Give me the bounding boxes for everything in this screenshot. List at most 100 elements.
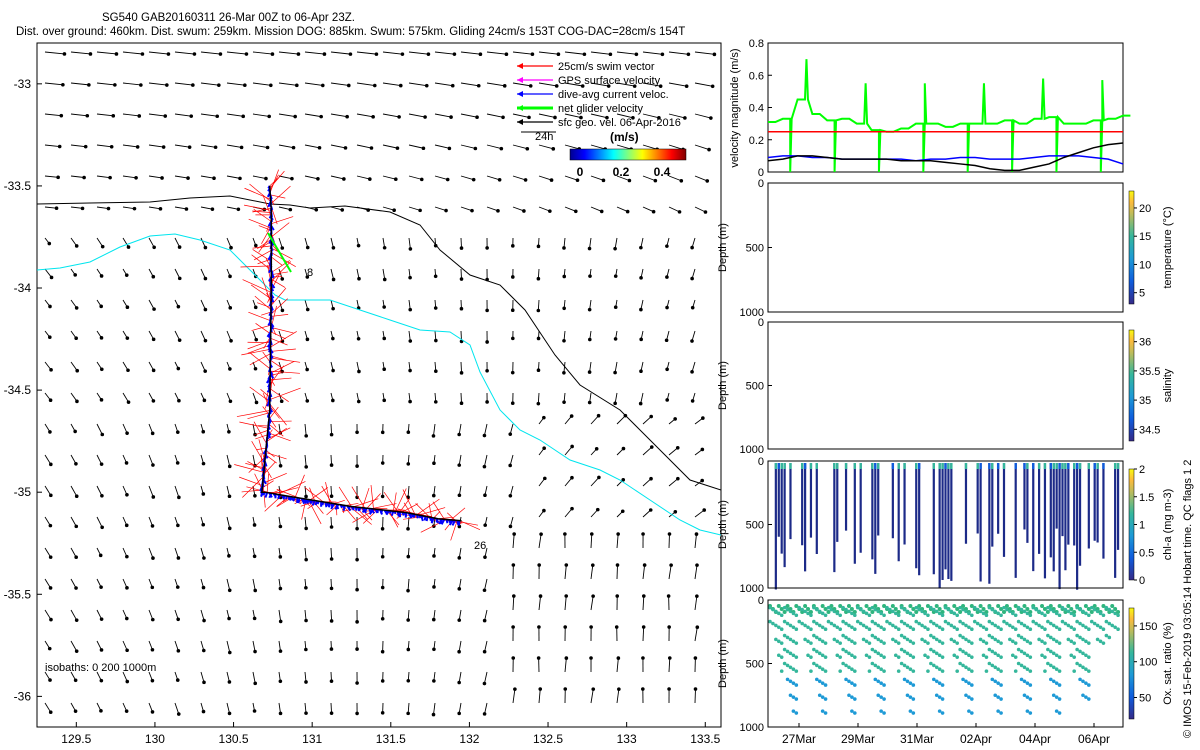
geo-velocity-arrow-head [397,115,401,119]
oxygen-sample [1008,609,1012,614]
geo-velocity-arrow-head [587,246,592,251]
geo-velocity-arrow [484,702,488,714]
geo-velocity-arrow [694,82,713,87]
oxygen-sample [803,623,807,628]
oxygen-sample [847,623,851,628]
geo-velocity-arrow-head [83,144,88,149]
oxygen-sample [847,651,851,656]
geo-velocity-arrow-head [74,524,79,529]
oxygen-sample [1092,621,1097,626]
geo-velocity-arrow [616,175,630,181]
oxygen-sample [1081,693,1085,698]
oxygen-sample [817,651,822,656]
oxygen-sample [902,607,907,612]
geo-velocity-arrow [564,144,580,150]
swim-vector [255,323,271,335]
geo-velocity-arrow-head [304,711,308,715]
geo-velocity-arrow-head [382,398,387,403]
geo-velocity-arrow [486,51,507,55]
oxygen-sample [1034,621,1038,626]
oxygen-sample [852,610,857,614]
oxygen-sample [882,655,886,659]
geo-velocity-arrow [694,113,711,119]
oxygen-sample [785,607,790,612]
oxygen-sample [1081,637,1085,642]
geo-velocity-arrow-head [400,52,405,56]
geo-velocity-arrow-head [587,307,592,312]
oxygen-sample [1087,655,1091,659]
oxygen-sample [823,641,828,645]
oxygen-sample [1042,607,1047,611]
oxygen-sample [1028,613,1033,618]
oxygen-sample [958,610,963,614]
geo-velocity-arrow [174,144,190,148]
geo-velocity-arrow [590,82,609,87]
geo-velocity-arrow-head [269,83,273,88]
time-tick-label: 06Apr [1078,732,1110,746]
colorbar-label: Ox. sat. ratio (%) [1162,622,1174,705]
geo-velocity-arrow-head [296,52,301,56]
oxygen-sample [911,697,916,701]
geo-velocity-arrow-head [227,650,232,655]
geo-velocity-arrow [668,113,685,119]
geo-velocity-arrow-head [665,244,669,248]
geo-velocity-arrow-head [589,625,593,629]
oxygen-sample [867,613,872,618]
profile-surface-value [1002,463,1006,469]
geo-velocity-arrow [694,144,710,151]
geo-velocity-arrow-head [613,401,617,406]
geo-velocity-arrow [590,689,594,704]
geo-velocity-arrow [356,51,377,55]
oxygen-sample [984,610,989,614]
geo-velocity-arrow [564,565,567,580]
dac-vector [324,502,328,508]
profile-surface-value [1096,463,1099,469]
time-tick-label: 27Mar [782,732,816,746]
oxygen-sample [779,669,784,673]
profile-surface-value [874,463,877,469]
geo-velocity-arrow [200,113,218,117]
geo-velocity-arrow [668,206,680,213]
geo-velocity-arrow-head [511,336,515,341]
oxygen-sample [1010,625,1015,630]
geo-velocity-arrow-head [700,478,704,483]
geo-velocity-arrow-head [98,553,103,558]
swim-vector [253,430,268,436]
geo-velocity-arrow-head [99,617,104,621]
oxygen-sample [896,610,901,614]
geo-velocity-arrow-head [175,678,180,682]
oxygen-sample [785,663,790,668]
geo-velocity-arrow [564,446,573,456]
geo-velocity-arrow-head [348,52,353,56]
map-x-axis: 129.5 130 130.5 131 131.5 132 132.5 133 133.5 [61,722,721,746]
velocity-y-tick-label: 0.2 [749,135,764,147]
swim-vector [432,501,445,520]
geo-velocity-arrow-head [218,52,223,56]
geo-velocity-arrow [483,671,488,684]
oxygen-sample [1066,637,1071,642]
oxygen-sample [835,639,840,644]
oxygen-sample [926,669,930,673]
colorbar-title: (m/s) [610,130,639,144]
oxygen-sample [1095,637,1100,642]
oxygen-sample [990,607,995,612]
swim-vector [268,423,284,437]
oxygen-sample [1049,677,1053,682]
oxygen-sample [1113,611,1117,616]
colorbar-tick-label: 100 [1139,657,1157,669]
geo-velocity-arrow [200,82,219,86]
geo-velocity-arrow [512,689,516,704]
oxygen-sample [893,653,898,658]
oxygen-sample [937,695,942,699]
oxygen-sample [820,604,825,608]
geo-velocity-arrow-head [99,367,104,372]
oxygen-sample [876,623,881,628]
geo-velocity-arrow-head [163,114,168,118]
geo-velocity-arrow [382,113,400,118]
geo-velocity-arrow-head [304,494,308,499]
oxygen-sample [993,637,998,642]
isobath-1000m [37,233,721,536]
oxygen-sample [1078,649,1082,654]
geo-velocity-arrow-head [615,563,620,567]
geo-velocity-arrow [486,82,505,87]
